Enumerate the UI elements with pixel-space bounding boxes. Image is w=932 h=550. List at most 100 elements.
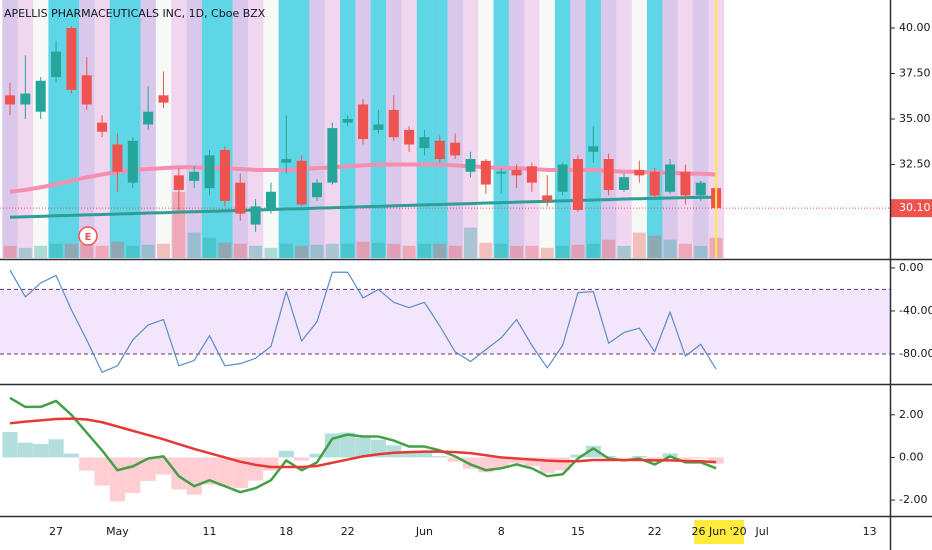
histogram-bar [570, 454, 586, 458]
volume-bar [34, 245, 48, 258]
chart-title: APELLIS PHARMACEUTICALS INC, 1D, Cboe BZ… [4, 7, 266, 20]
histogram-bar [186, 457, 202, 495]
candle-body [358, 104, 369, 140]
background-band [432, 0, 448, 258]
volume-bar [95, 245, 109, 258]
volume-bar [525, 245, 539, 258]
candle-body [404, 129, 415, 145]
candle-body [281, 159, 292, 163]
macd-line [9, 396, 717, 494]
background-band [340, 0, 356, 258]
background-band [539, 0, 556, 258]
volume-bar [617, 245, 631, 258]
candle-body [634, 169, 645, 176]
background-band [186, 0, 203, 258]
moving-average [9, 195, 717, 219]
williams-r-line [9, 269, 717, 373]
volume-bar [540, 247, 554, 258]
volume-bar [110, 241, 124, 258]
histogram-bar [508, 457, 525, 464]
volume-bar [632, 232, 646, 258]
x-tick-label: 8 [498, 525, 505, 538]
background-band [155, 0, 172, 258]
candle-body [143, 111, 154, 125]
volume-bar [18, 247, 32, 258]
level-band [0, 289, 890, 354]
volume-bar [187, 232, 201, 258]
background-band [493, 0, 510, 258]
moving-average [9, 162, 717, 194]
histogram-bar [79, 457, 95, 471]
volume-bar [203, 237, 217, 258]
candle-body [265, 191, 276, 210]
background-band [109, 0, 126, 258]
candle-body [680, 171, 691, 196]
x-tick-label: 13 [863, 525, 877, 538]
histogram-bar [493, 457, 509, 469]
candle-body [496, 171, 507, 174]
volume-bar [402, 245, 416, 258]
candle-body [619, 177, 629, 190]
histogram-bar [432, 456, 448, 458]
volume-bar [3, 245, 17, 258]
x-tick-label: Jul [755, 525, 769, 538]
signal-line [9, 417, 717, 469]
histogram-bar [155, 457, 172, 475]
background-band [416, 0, 433, 258]
candle-body [51, 51, 62, 78]
volume-bar [678, 243, 692, 258]
candle-body [158, 95, 169, 103]
histogram-bar [263, 457, 279, 471]
histogram-bar [33, 443, 49, 458]
candle-body [649, 171, 660, 196]
background-band [79, 0, 95, 258]
volume-bar [80, 243, 94, 258]
candle-body [419, 137, 430, 149]
candle-body [557, 164, 568, 192]
y-tick-label: 35.00 [899, 112, 931, 125]
x-tick-label: 22 [341, 525, 355, 538]
histogram-bar [416, 452, 433, 458]
histogram-bar [386, 445, 402, 458]
histogram-bar [693, 457, 709, 459]
y-tick-label: 0.00 [899, 261, 924, 274]
background-band [600, 0, 617, 258]
candle-body [81, 75, 92, 105]
volume-bar [663, 239, 677, 258]
candle-body [388, 109, 399, 138]
volume-bar [387, 243, 401, 258]
volume-bar [417, 243, 431, 258]
candle-body [695, 182, 706, 196]
earnings-marker[interactable] [78, 226, 98, 246]
volume-bar [464, 227, 477, 258]
volume-bar [510, 245, 524, 258]
background-band [17, 0, 34, 258]
volume-bar [479, 242, 493, 258]
y-tick-label: 40.00 [899, 21, 931, 34]
volume-bar [264, 247, 278, 258]
volume-bar [49, 243, 63, 258]
candle-body [35, 80, 46, 112]
background-band [293, 0, 310, 258]
histogram-bar [401, 451, 417, 458]
x-tick-label: Jun [415, 525, 433, 538]
candle-body [327, 128, 338, 183]
volume-bar [249, 245, 263, 258]
candle-body [665, 164, 676, 192]
volume-bar [433, 243, 447, 258]
last-price-label: 30.10 [899, 201, 931, 214]
volume-bar [157, 243, 170, 258]
y-tick-label: 2.00 [899, 408, 924, 421]
histogram-bar [355, 437, 371, 458]
volume-bar [556, 245, 570, 258]
candle-body [373, 124, 384, 130]
volume-bar [371, 242, 385, 258]
background-band [125, 0, 141, 258]
y-tick-label: 37.50 [899, 67, 931, 80]
candle-body [66, 28, 77, 90]
volume-bar [325, 243, 339, 258]
background-band [508, 0, 525, 258]
volume-bar [141, 244, 155, 258]
histogram-bar [17, 442, 33, 458]
